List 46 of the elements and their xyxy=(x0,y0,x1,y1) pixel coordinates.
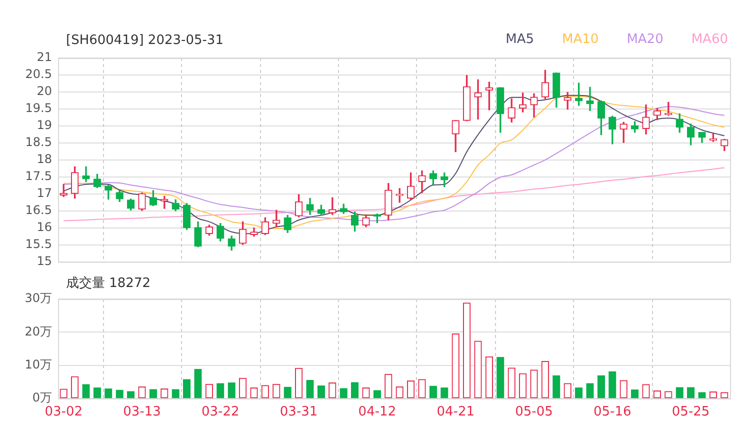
x-tick-label: 03-31 xyxy=(280,404,318,420)
y-tick-label: 18.5 xyxy=(25,135,52,150)
candlestick xyxy=(474,79,482,120)
y-tick-label: 10万 xyxy=(24,357,52,372)
bar xyxy=(586,383,594,398)
y-tick-label: 0万 xyxy=(32,390,52,405)
y-tick-label: 17.5 xyxy=(25,169,52,184)
x-tick-label: 03-13 xyxy=(123,404,161,420)
bar xyxy=(608,371,616,398)
y-tick-label: 21 xyxy=(36,50,52,64)
text: MA20 xyxy=(626,32,664,47)
x-tick-label: 03-22 xyxy=(202,404,240,420)
bar xyxy=(597,375,606,398)
x-tick-label: 04-12 xyxy=(358,404,396,420)
y-tick-label: 20.5 xyxy=(25,67,52,82)
y-tick-label: 17 xyxy=(36,186,52,200)
bar xyxy=(82,384,90,398)
x-tick-label: 05-25 xyxy=(672,404,710,420)
bar xyxy=(306,380,314,398)
text: MA10 xyxy=(562,32,599,47)
text: MA5 xyxy=(506,32,534,47)
bar xyxy=(496,356,504,398)
x-tick-label: 03-02 xyxy=(44,404,82,420)
y-tick-label: 20 xyxy=(36,84,52,98)
bar xyxy=(552,375,560,398)
text: MA60 xyxy=(691,32,728,47)
x-tick-label: 04-21 xyxy=(436,404,474,420)
candlestick xyxy=(586,86,594,111)
y-tick-label: 16 xyxy=(36,220,52,234)
x-tick-label: 05-05 xyxy=(515,404,553,420)
x-tick-label: 05-16 xyxy=(594,404,632,420)
bar xyxy=(228,382,236,398)
y-tick-label: 19.5 xyxy=(25,101,52,116)
y-tick-label: 20万 xyxy=(24,324,52,338)
chart-title: 成交量 18272 xyxy=(66,275,150,292)
chart-title: [SH600419] 2023-05-31 xyxy=(66,33,224,48)
bar xyxy=(194,368,202,398)
y-tick-label: 15.5 xyxy=(25,236,52,251)
y-tick-label: 18 xyxy=(36,152,52,166)
y-tick-label: 30万 xyxy=(24,291,52,306)
bar xyxy=(182,379,191,398)
bar xyxy=(216,383,224,398)
y-tick-label: 19 xyxy=(36,118,52,132)
bar xyxy=(350,382,359,398)
y-tick-label: 15 xyxy=(36,254,52,268)
y-tick-label: 16.5 xyxy=(25,202,52,217)
